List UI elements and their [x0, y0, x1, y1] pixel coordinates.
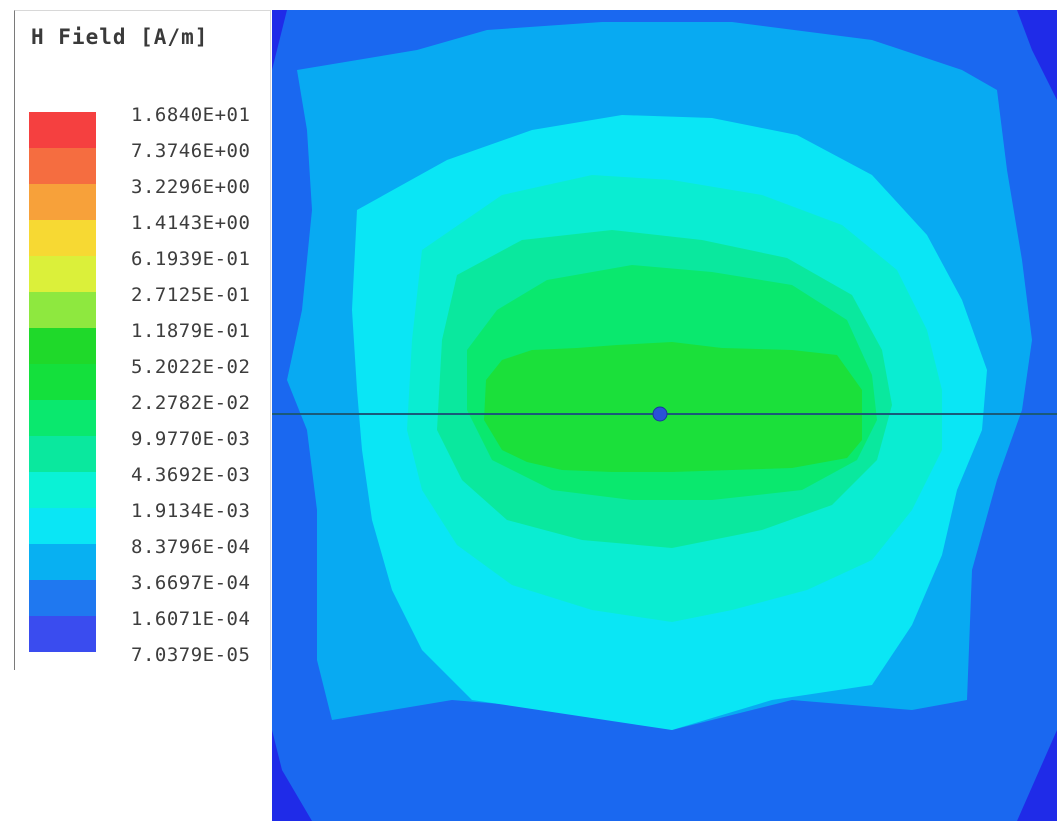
legend-swatch [29, 148, 96, 184]
legend-swatch [29, 184, 96, 220]
legend-value: 7.0379E-05 [131, 644, 251, 666]
legend-swatch [29, 400, 96, 436]
legend-swatch [29, 472, 96, 508]
legend-swatch [29, 436, 96, 472]
legend-value: 1.6071E-04 [131, 608, 251, 630]
legend-panel: H Field [A/m] 1.6840E+01 7.3746E+00 3.2296… [14, 10, 271, 670]
legend-value: 7.3746E+00 [131, 140, 251, 162]
legend-value: 1.9134E-03 [131, 500, 251, 522]
legend-swatch [29, 256, 96, 292]
legend-swatch [29, 580, 96, 616]
legend-swatch [29, 616, 96, 652]
legend-value-labels: 1.6840E+01 7.3746E+00 3.2296E+00 1.4143E+00… [131, 97, 271, 673]
legend-value: 4.3692E-03 [131, 464, 251, 486]
legend-title: H Field [A/m] [31, 25, 209, 49]
field-contour-plot[interactable] [272, 10, 1057, 821]
legend-value: 9.9770E-03 [131, 428, 251, 450]
legend-swatch [29, 508, 96, 544]
legend-swatch [29, 364, 96, 400]
legend-color-scale [29, 112, 96, 652]
legend-value: 8.3796E-04 [131, 536, 251, 558]
legend-value: 2.7125E-01 [131, 284, 251, 306]
legend-swatch [29, 544, 96, 580]
legend-value: 1.6840E+01 [131, 104, 251, 126]
field-plot[interactable] [272, 10, 1057, 821]
legend-value: 3.6697E-04 [131, 572, 251, 594]
legend-swatch [29, 112, 96, 148]
legend-value: 1.1879E-01 [131, 320, 251, 342]
legend-value: 6.1939E-01 [131, 248, 251, 270]
contour-band [484, 342, 862, 472]
legend-swatch [29, 292, 96, 328]
legend-swatch [29, 328, 96, 364]
legend-value: 5.2022E-02 [131, 356, 251, 378]
legend-value: 3.2296E+00 [131, 176, 251, 198]
legend-swatch [29, 220, 96, 256]
feed-point [652, 406, 668, 422]
legend-value: 1.4143E+00 [131, 212, 251, 234]
legend-value: 2.2782E-02 [131, 392, 251, 414]
